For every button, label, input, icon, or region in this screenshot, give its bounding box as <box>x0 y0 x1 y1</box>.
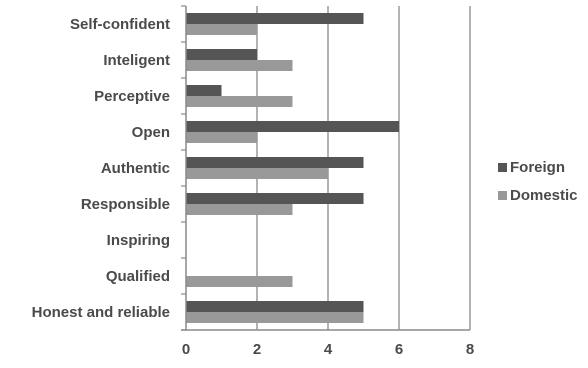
legend: Foreign Domestic <box>498 159 578 204</box>
bar-domestic-honest-and-reliable <box>186 312 364 323</box>
bars <box>186 13 399 323</box>
x-tick-label: 4 <box>324 341 333 358</box>
legend-label-domestic: Domestic <box>510 187 578 204</box>
category-label: Perceptive <box>94 88 170 105</box>
category-label: Qualified <box>106 268 170 285</box>
category-labels: Self-confident Inteligent Perceptive Open Au… <box>32 16 170 321</box>
bar-domestic-open <box>186 132 257 143</box>
x-tick-label: 8 <box>466 341 474 358</box>
bar-domestic-qualified <box>186 276 293 287</box>
legend-label-foreign: Foreign <box>510 159 565 176</box>
bar-foreign-open <box>186 121 399 132</box>
bar-domestic-self-confident <box>186 24 257 35</box>
bar-domestic-perceptive <box>186 96 293 107</box>
bar-foreign-self-confident <box>186 13 364 24</box>
axes: 0 2 4 6 8 <box>181 5 474 358</box>
category-label: Honest and reliable <box>32 304 170 321</box>
legend-swatch-domestic <box>498 191 507 200</box>
x-tick-label: 0 <box>182 341 190 358</box>
bar-foreign-inteligent <box>186 49 257 60</box>
category-label: Authentic <box>101 160 170 177</box>
bar-foreign-honest-and-reliable <box>186 301 364 312</box>
bar-foreign-responsible <box>186 193 364 204</box>
bar-foreign-perceptive <box>186 85 222 96</box>
bar-domestic-responsible <box>186 204 293 215</box>
category-label: Open <box>132 124 170 141</box>
category-label: Self-confident <box>70 16 170 33</box>
category-label: Inteligent <box>103 52 170 69</box>
bar-foreign-authentic <box>186 157 364 168</box>
legend-swatch-foreign <box>498 163 507 172</box>
x-tick-label: 2 <box>253 341 261 358</box>
category-label: Responsible <box>81 196 170 213</box>
category-label: Inspiring <box>107 232 170 249</box>
bar-domestic-inteligent <box>186 60 293 71</box>
bar-domestic-authentic <box>186 168 328 179</box>
x-tick-label: 6 <box>395 341 403 358</box>
